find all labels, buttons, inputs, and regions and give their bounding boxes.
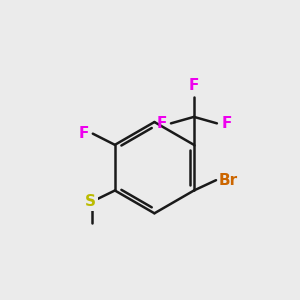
Text: F: F: [79, 126, 89, 141]
Text: S: S: [85, 194, 96, 209]
Text: F: F: [221, 116, 232, 131]
Text: F: F: [189, 78, 199, 93]
Text: Br: Br: [219, 173, 238, 188]
Text: F: F: [156, 116, 167, 131]
